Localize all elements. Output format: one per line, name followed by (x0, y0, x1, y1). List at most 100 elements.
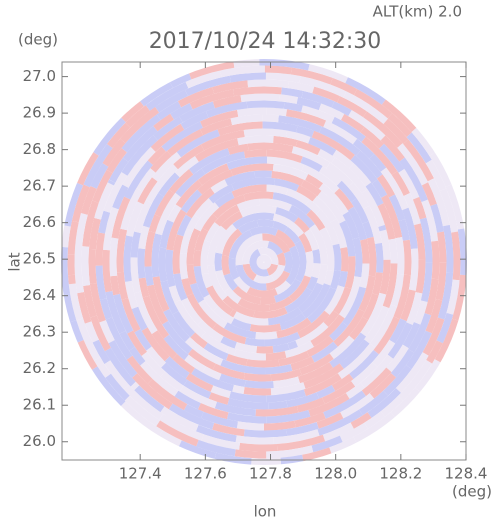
echo-arc (419, 259, 422, 293)
echo-arc (111, 181, 112, 184)
echo-arc (273, 347, 289, 350)
echo-arc (169, 250, 172, 286)
echo-arc (229, 147, 248, 151)
echo-arc (78, 262, 81, 292)
echo-arc (266, 76, 300, 80)
echo-arc (148, 267, 150, 286)
echo-arc (435, 241, 436, 279)
echo-arc (256, 335, 277, 336)
y-tick-label: 26.4 (23, 286, 56, 304)
echo-arc (327, 271, 330, 285)
echo-arc (256, 409, 298, 413)
y-tick-label: 26.3 (23, 323, 56, 341)
chart-title: 2017/10/24 14:32:30 (149, 29, 382, 54)
echo-arc (240, 446, 278, 448)
echo-arc (148, 232, 152, 267)
echo-arc (308, 252, 310, 277)
echo-arc (218, 253, 219, 270)
echo-arc (231, 312, 235, 314)
x-tick-label: 127.4 (119, 465, 162, 483)
echo-arc (225, 256, 227, 275)
echo-arc (248, 290, 276, 294)
echo-arc (280, 254, 282, 266)
echo-arc (99, 233, 102, 266)
echo-arc (356, 238, 359, 277)
echo-arc (375, 273, 379, 295)
echo-arc (399, 238, 401, 274)
echo-arc (461, 229, 464, 275)
echo-arc (113, 238, 115, 276)
echo-arc (141, 249, 142, 278)
x-tick-label: 128.2 (379, 465, 422, 483)
echo-arc (250, 327, 280, 329)
echo-arc (264, 424, 295, 427)
echo-arc (197, 250, 198, 266)
echo-arc (106, 250, 109, 292)
y-axis-label: lat (6, 252, 24, 271)
echo-arc (162, 248, 164, 281)
echo-arc (244, 390, 271, 392)
echo-arc (227, 350, 235, 353)
y-tick-label: 26.1 (23, 396, 56, 414)
echo-arc (233, 388, 244, 390)
echo-arc (455, 232, 457, 280)
echo-arc (255, 278, 256, 279)
echo-arc (245, 384, 273, 385)
echo-arc (412, 249, 415, 291)
echo-arc (142, 227, 146, 249)
echo-arc (247, 363, 279, 364)
echo-arc (267, 188, 287, 192)
y-unit: (deg) (18, 31, 58, 49)
echo-arc (114, 276, 117, 295)
echo-arc (344, 248, 345, 272)
echo-arc (205, 274, 209, 287)
echo-arc (364, 240, 366, 264)
echo-arc (273, 139, 296, 143)
echo-arc (284, 105, 302, 108)
echo-arc (64, 247, 67, 294)
y-tick-label: 26.2 (23, 359, 56, 377)
echo-arc (234, 90, 282, 93)
echo-arc (279, 98, 297, 101)
echo-arc (238, 139, 273, 142)
echo-arc (244, 132, 286, 134)
echo-arc (370, 238, 373, 276)
x-tick-label: 127.6 (184, 465, 227, 483)
echo-arc (366, 222, 371, 237)
echo-arc (266, 367, 292, 370)
echo-arc (336, 245, 338, 271)
x-unit: (deg) (452, 483, 491, 501)
y-tick-label: 26.0 (23, 432, 56, 450)
echo-arc (155, 234, 159, 277)
echo-arc (134, 232, 137, 257)
echo-arc (248, 146, 293, 150)
echo-arc (263, 125, 297, 129)
echo-arc (241, 97, 279, 99)
radar-field (64, 62, 464, 462)
x-tick-label: 128.0 (314, 465, 357, 483)
echo-arc (245, 153, 267, 155)
altitude-label: ALT(km) 2.0 (373, 3, 462, 21)
echo-arc (65, 226, 68, 247)
echo-arc (333, 271, 337, 289)
echo-arc (392, 239, 394, 263)
echo-arc (269, 404, 287, 406)
echo-arc (176, 235, 180, 273)
echo-arc (251, 230, 277, 233)
echo-arc (262, 118, 278, 119)
echo-arc (251, 461, 280, 462)
echo-arc (439, 263, 443, 300)
echo-arc (71, 222, 75, 255)
echo-arc (244, 432, 287, 434)
echo-arc (287, 252, 289, 272)
echo-arc (247, 104, 284, 105)
echo-arc (446, 226, 450, 273)
echo-arc (204, 241, 208, 273)
echo-arc (265, 69, 291, 71)
echo-arc (92, 249, 93, 283)
echo-arc (440, 232, 443, 263)
echo-arc (256, 278, 273, 280)
echo-arc (237, 425, 263, 427)
echo-arc (266, 111, 286, 113)
